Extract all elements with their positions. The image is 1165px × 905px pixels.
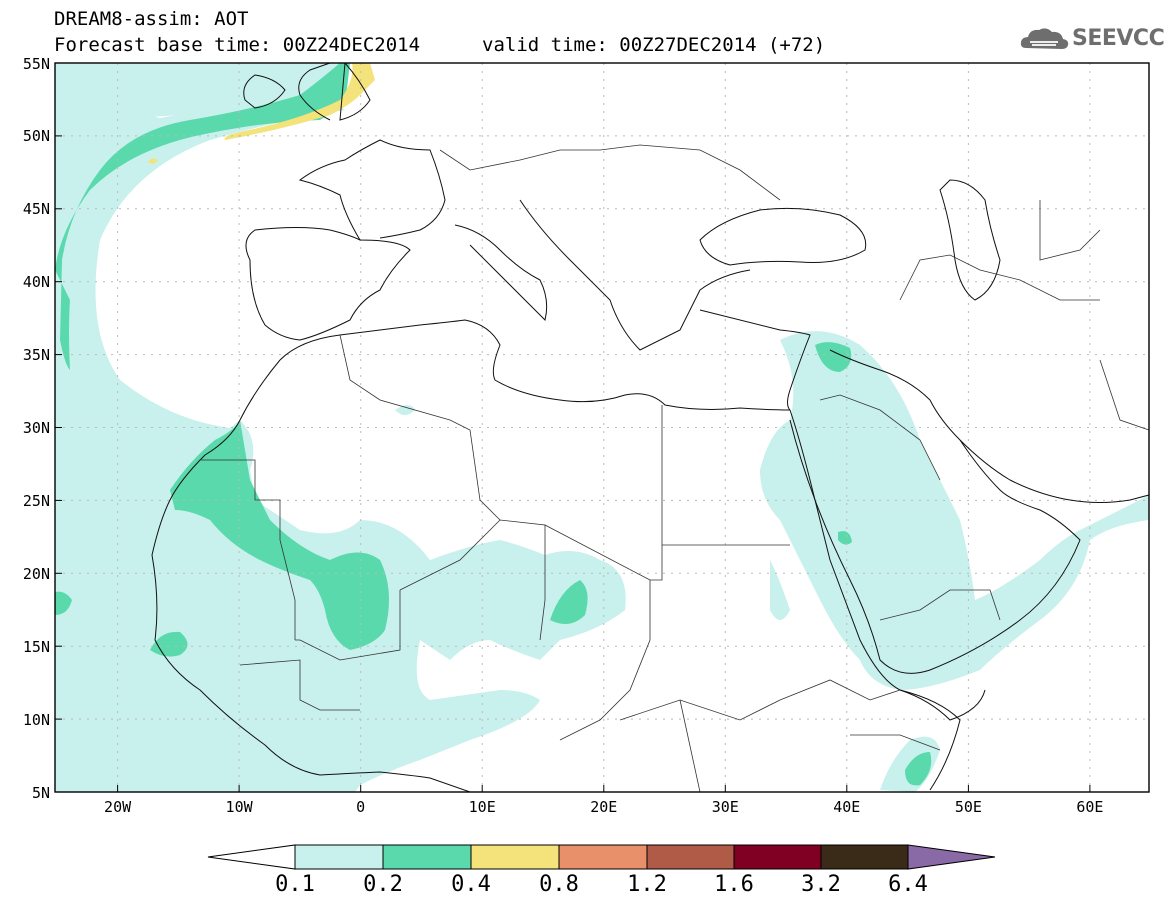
lat-label-15n: 15N bbox=[22, 638, 50, 656]
colorbar bbox=[207, 844, 996, 870]
colorbar-bin-0.8 bbox=[558, 844, 648, 870]
lon-label-40e: 40E bbox=[833, 798, 861, 816]
lat-label-10n: 10N bbox=[22, 711, 50, 729]
colorbar-label-0.2: 0.2 bbox=[363, 872, 403, 897]
colorbar-bin-1.2 bbox=[646, 844, 735, 870]
cloud-icon bbox=[1020, 28, 1069, 49]
colorbar-label-1.6: 1.6 bbox=[714, 872, 754, 897]
coastlines bbox=[151, 63, 1149, 792]
logo-text: SEEVCCC bbox=[1072, 26, 1165, 51]
lon-label-20e: 20E bbox=[590, 798, 618, 816]
lat-label-45n: 45N bbox=[22, 200, 50, 218]
lat-label-20n: 20N bbox=[22, 565, 50, 583]
lat-label-55n: 55N bbox=[22, 55, 50, 73]
colorbar-label-3.2: 3.2 bbox=[801, 872, 841, 897]
colorbar-under-arrow bbox=[207, 844, 296, 870]
colorbar-bin-0.2 bbox=[382, 844, 472, 870]
lon-label-10e: 10E bbox=[468, 798, 496, 816]
aot-shading bbox=[55, 63, 1149, 792]
base-time-label: Forecast base time: 00Z24DEC2014 bbox=[54, 34, 421, 56]
colorbar-bin-3.2 bbox=[820, 844, 909, 870]
map-title: DREAM8-assim: AOT bbox=[54, 8, 249, 30]
country-borders bbox=[200, 144, 1149, 792]
lon-label-30e: 30E bbox=[711, 798, 739, 816]
lon-label-20w: 20W bbox=[104, 798, 132, 816]
aot-band-0.4 bbox=[148, 63, 375, 164]
colorbar-label-0.8: 0.8 bbox=[539, 872, 579, 897]
lon-label-60e: 60E bbox=[1076, 798, 1104, 816]
aot-band-0.2 bbox=[55, 63, 932, 786]
colorbar-bin-0.1 bbox=[294, 844, 384, 870]
colorbar-label-0.1: 0.1 bbox=[275, 872, 315, 897]
colorbar-bin-1.6 bbox=[733, 844, 822, 870]
lat-label-35n: 35N bbox=[22, 346, 50, 364]
valid-time-label: valid time: 00Z27DEC2014 (+72) bbox=[482, 34, 826, 56]
colorbar-bin-0.4 bbox=[470, 844, 560, 870]
lat-label-50n: 50N bbox=[22, 127, 50, 145]
lat-label-40n: 40N bbox=[22, 273, 50, 291]
axis-ticks bbox=[55, 135, 1091, 792]
colorbar-label-6.4: 6.4 bbox=[888, 872, 928, 897]
lat-label-30n: 30N bbox=[22, 419, 50, 437]
lon-label-0: 0 bbox=[356, 798, 366, 816]
lon-label-10w: 10W bbox=[225, 798, 253, 816]
aot-band-0.1 bbox=[55, 63, 1149, 792]
lat-label-25n: 25N bbox=[22, 492, 50, 510]
colorbar-label-1.2: 1.2 bbox=[627, 872, 667, 897]
lat-label-5n: 5N bbox=[31, 784, 50, 802]
colorbar-over-arrow bbox=[907, 844, 996, 870]
lon-label-50e: 50E bbox=[954, 798, 982, 816]
colorbar-label-0.4: 0.4 bbox=[451, 872, 491, 897]
